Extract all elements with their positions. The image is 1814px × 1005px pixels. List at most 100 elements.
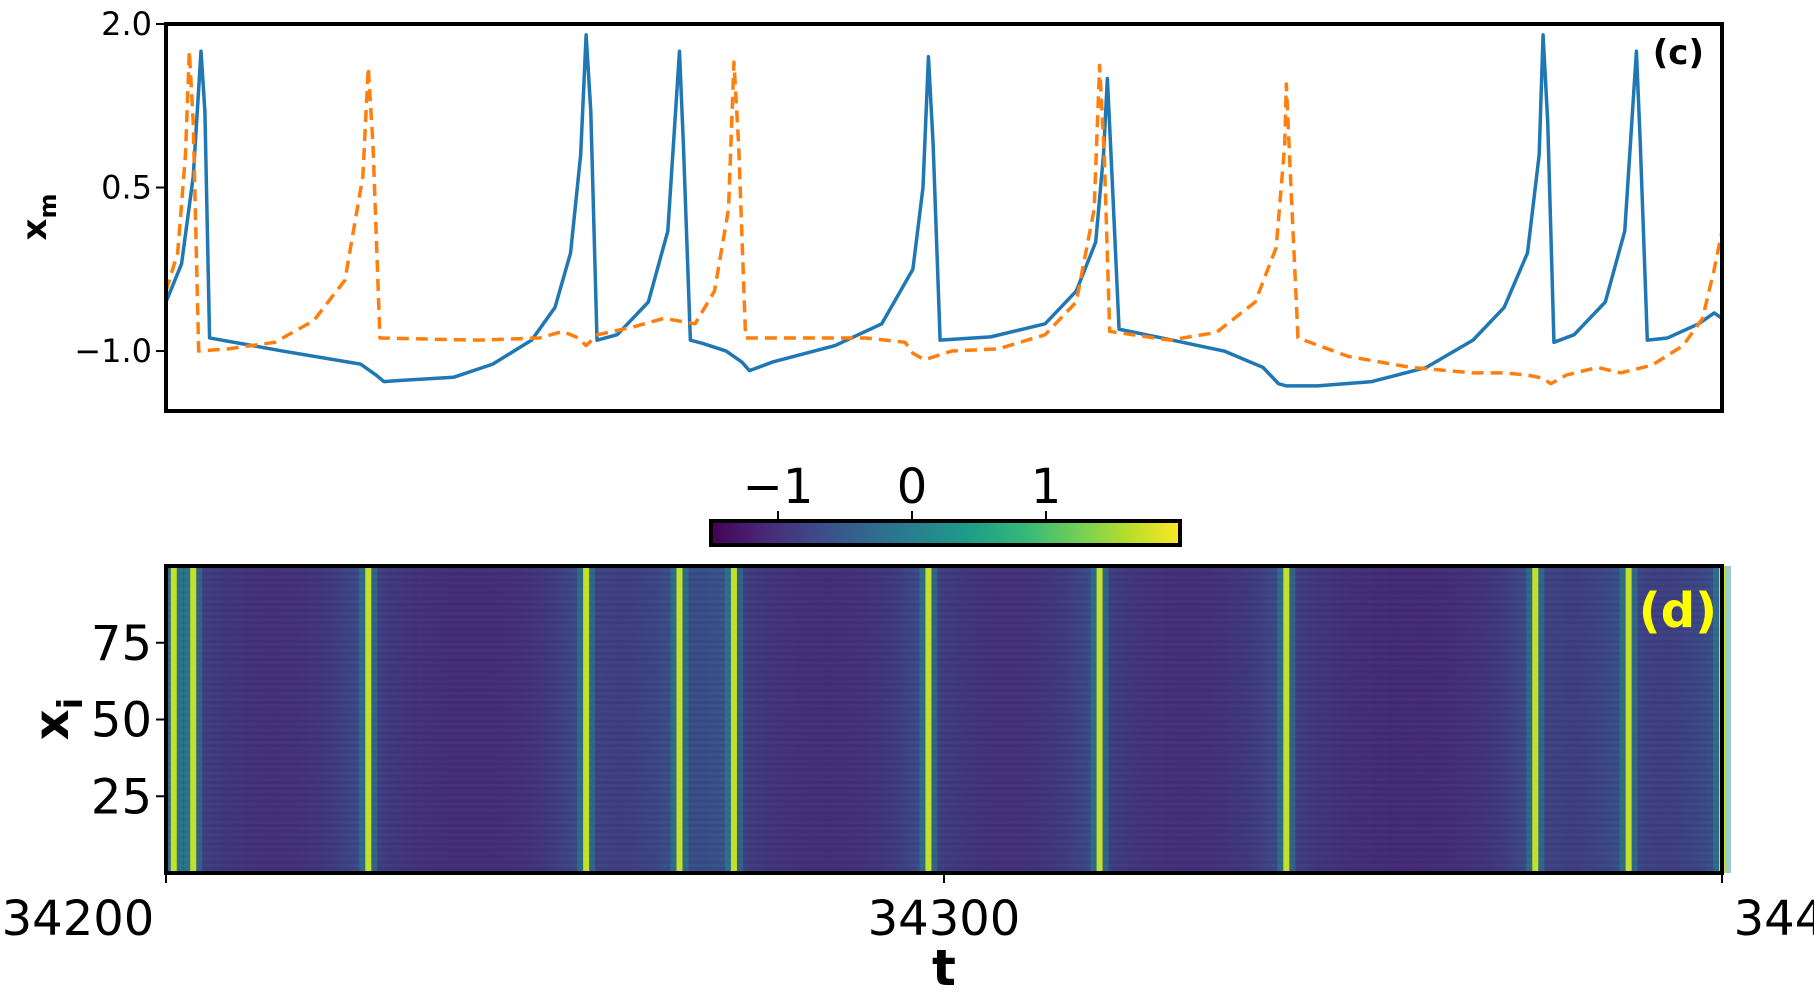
heatmap-column bbox=[389, 566, 395, 873]
heatmap-column bbox=[357, 566, 363, 873]
heatmap-column bbox=[604, 566, 610, 873]
heatmap-column bbox=[872, 566, 877, 873]
heatmap-column bbox=[1303, 566, 1308, 873]
heatmap-column bbox=[1067, 566, 1073, 873]
heatmap-spike-stripe bbox=[365, 566, 372, 873]
heatmap-column bbox=[457, 566, 462, 873]
heatmap-column bbox=[1111, 566, 1117, 873]
heatmap-column bbox=[1127, 566, 1133, 873]
heatmap-column bbox=[313, 566, 319, 873]
heatmap-column bbox=[1151, 566, 1157, 873]
heatmap-row-band bbox=[166, 744, 1722, 748]
heatmap-row-band bbox=[166, 658, 1722, 662]
heatmap-column bbox=[1342, 566, 1348, 873]
heatmap-column bbox=[421, 566, 426, 873]
heatmap-column bbox=[417, 566, 422, 873]
heatmap-column bbox=[1295, 566, 1300, 873]
heatmap-column bbox=[772, 566, 778, 873]
colorbar-bar bbox=[709, 519, 1182, 547]
heatmap-column bbox=[1658, 566, 1663, 873]
heatmap-column bbox=[1155, 566, 1161, 873]
heatmap-column bbox=[1003, 566, 1009, 873]
heatmap-column bbox=[1199, 566, 1204, 873]
heatmap-column bbox=[1327, 566, 1332, 873]
heatmap-column bbox=[261, 566, 267, 873]
heatmap-column bbox=[768, 566, 774, 873]
heatmap-column bbox=[1267, 566, 1272, 873]
heatmap-column bbox=[1506, 566, 1512, 873]
heatmap-column bbox=[241, 566, 247, 873]
heatmap-column bbox=[393, 566, 399, 873]
heatmap-column bbox=[281, 566, 287, 873]
heatmap-column bbox=[1307, 566, 1312, 873]
heatmap-column bbox=[1043, 566, 1049, 873]
heatmap-column bbox=[720, 566, 726, 873]
heatmap-column bbox=[1394, 566, 1400, 873]
heatmap-column bbox=[1338, 566, 1344, 873]
heatmap-column bbox=[1247, 566, 1252, 873]
heatmap-column bbox=[273, 566, 279, 873]
heatmap-column bbox=[1319, 566, 1324, 873]
colorbar-ticks: −1 0 1 bbox=[743, 459, 1061, 521]
heatmap-column bbox=[904, 566, 909, 873]
heatmap-column bbox=[688, 566, 694, 873]
heatmap-column bbox=[1163, 566, 1169, 873]
heatmap-column bbox=[744, 566, 750, 873]
heatmap-column bbox=[700, 566, 706, 873]
heatmap-column bbox=[461, 566, 466, 873]
heatmap-row-band bbox=[166, 670, 1722, 674]
heatmap-row-band bbox=[166, 627, 1722, 631]
heatmap-column bbox=[181, 566, 187, 873]
heatmap-spike-stripe bbox=[730, 566, 737, 873]
heatmap-column bbox=[824, 566, 829, 873]
heatmap-column bbox=[1259, 566, 1264, 873]
heatmap-column bbox=[788, 566, 793, 873]
heatmap-column bbox=[1071, 566, 1077, 873]
heatmap-column bbox=[1542, 566, 1548, 873]
heatmap-column bbox=[888, 566, 893, 873]
c-y-axis-label: xm bbox=[15, 194, 62, 241]
heatmap-column bbox=[1406, 566, 1412, 873]
heatmap-column bbox=[529, 566, 534, 873]
heatmap-column bbox=[1518, 566, 1524, 873]
heatmap-column bbox=[999, 566, 1005, 873]
heatmap-column bbox=[1678, 566, 1683, 873]
heatmap-column bbox=[1422, 566, 1428, 873]
heatmap-column bbox=[537, 566, 542, 873]
heatmap-column bbox=[876, 566, 881, 873]
heatmap-column bbox=[501, 566, 506, 873]
heatmap-column bbox=[1279, 566, 1284, 873]
heatmap-column bbox=[1315, 566, 1320, 873]
heatmap-column bbox=[1450, 566, 1456, 873]
heatmap-column bbox=[1494, 566, 1500, 873]
heatmap-column bbox=[361, 566, 367, 873]
heatmap-row-band bbox=[166, 701, 1722, 705]
heatmap-column bbox=[1378, 566, 1384, 873]
heatmap-column bbox=[1622, 566, 1627, 873]
heatmap-row-band bbox=[166, 854, 1722, 858]
heatmap-spike-stripe bbox=[676, 566, 683, 873]
heatmap-column bbox=[1119, 566, 1125, 873]
heatmap-column bbox=[1123, 566, 1129, 873]
heatmap-column bbox=[1438, 566, 1444, 873]
heatmap-column bbox=[453, 566, 458, 873]
heatmap-column bbox=[1334, 566, 1340, 873]
heatmap-row-band bbox=[166, 848, 1722, 852]
heatmap-column bbox=[257, 566, 263, 873]
heatmap-row-band bbox=[166, 608, 1722, 613]
heatmap-row-band bbox=[166, 823, 1722, 827]
heatmap-column bbox=[596, 566, 602, 873]
heatmap-column bbox=[840, 566, 845, 873]
heatmap-column bbox=[648, 566, 654, 873]
c-series-line-1 bbox=[166, 49, 1722, 386]
heatmap-column bbox=[1323, 566, 1328, 873]
heatmap-column bbox=[1674, 566, 1679, 873]
heatmap-column bbox=[884, 566, 889, 873]
heatmap-column bbox=[1558, 566, 1564, 873]
colorbar-tick-label: −1 bbox=[743, 459, 814, 515]
heatmap-column bbox=[317, 566, 323, 873]
heatmap-column bbox=[963, 566, 969, 873]
heatmap-column bbox=[1207, 566, 1212, 873]
heatmap-column bbox=[1023, 566, 1029, 873]
